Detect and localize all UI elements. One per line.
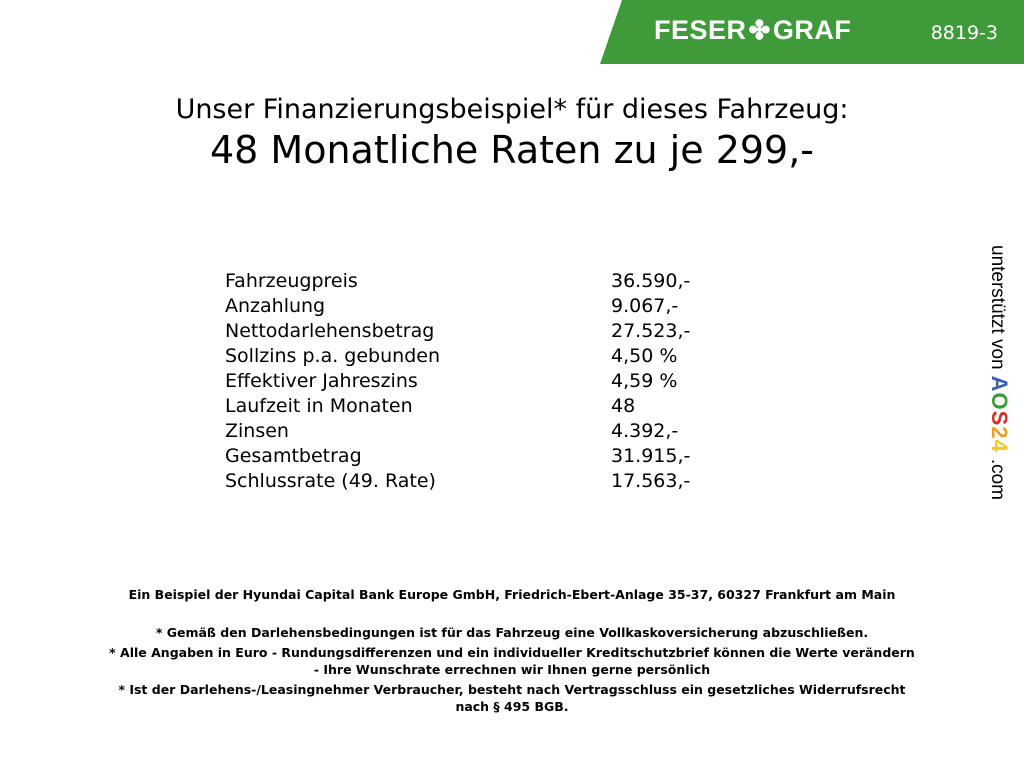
vehicle-code: 8819-3 <box>930 22 998 44</box>
supported-by-label: unterstützt von <box>987 245 1008 370</box>
bank-note: Ein Beispiel der Hyundai Capital Bank Eu… <box>128 587 896 602</box>
aos24-logo-letter: O <box>987 392 1012 411</box>
row-value: 4.392,- <box>611 420 679 442</box>
footnote-withdrawal-cont: nach § 495 BGB. <box>455 699 569 714</box>
clover-icon: ✤ <box>748 15 771 45</box>
row-label: Anzahlung <box>225 295 326 317</box>
footnote-amounts: * Alle Angaben in Euro - Rundungsdiffere… <box>109 645 915 660</box>
row-value: 27.523,- <box>611 320 691 342</box>
aos24-logo-letter: A <box>987 375 1012 393</box>
table-row: Sollzins p.a. gebunden 4,50 % <box>225 344 725 369</box>
aos24-domain: .com <box>987 458 1008 501</box>
logo-text-left: FESER <box>654 15 747 45</box>
feser-graf-logo: FESER✤GRAF <box>654 15 851 46</box>
aos24-logo: AOS24 <box>987 376 1012 453</box>
logo-text-right: GRAF <box>772 15 852 45</box>
row-label: Effektiver Jahreszins <box>225 370 418 392</box>
finance-table: Fahrzeugpreis 36.590,- Anzahlung 9.067,- Net… <box>225 269 725 494</box>
row-label: Fahrzeugpreis <box>225 270 358 292</box>
row-label: Gesamtbetrag <box>225 445 362 467</box>
row-label: Zinsen <box>225 420 289 442</box>
supported-by-aos24: unterstützt von AOS24 .com <box>986 245 1012 500</box>
row-value: 4,50 % <box>611 345 678 367</box>
table-row: Zinsen 4.392,- <box>225 419 725 444</box>
table-row: Fahrzeugpreis 36.590,- <box>225 269 725 294</box>
footnote-insurance: * Gemäß den Darlehensbedingungen ist für… <box>155 625 869 640</box>
brand-banner: FESER✤GRAF 8819-3 <box>600 0 1024 64</box>
footnote-amounts-cont: - Ihre Wunschrate errechnen wir Ihnen ge… <box>313 662 711 677</box>
row-value: 36.590,- <box>611 270 691 292</box>
table-row: Effektiver Jahreszins 4,59 % <box>225 369 725 394</box>
table-row: Gesamtbetrag 31.915,- <box>225 444 725 469</box>
row-value: 9.067,- <box>611 295 679 317</box>
row-value: 17.563,- <box>611 470 691 492</box>
table-row: Nettodarlehensbetrag 27.523,- <box>225 319 725 344</box>
row-label: Nettodarlehensbetrag <box>225 320 435 342</box>
footnote-withdrawal: * Ist der Darlehens-/Leasingnehmer Verbr… <box>118 682 906 697</box>
table-row: Schlussrate (49. Rate) 17.563,- <box>225 469 725 494</box>
row-value: 4,59 % <box>611 370 678 392</box>
row-value: 48 <box>611 395 636 417</box>
table-row: Anzahlung 9.067,- <box>225 294 725 319</box>
aos24-logo-letter: S <box>987 410 1012 427</box>
row-value: 31.915,- <box>611 445 691 467</box>
aos24-logo-letter: 2 <box>987 426 1012 440</box>
monthly-rate-headline: 48 Monatliche Raten zu je 299,- <box>209 128 815 172</box>
row-label: Sollzins p.a. gebunden <box>225 345 440 367</box>
table-row: Laufzeit in Monaten 48 <box>225 394 725 419</box>
row-label: Schlussrate (49. Rate) <box>225 470 436 492</box>
page-title: Unser Finanzierungsbeispiel* für dieses … <box>175 94 849 125</box>
aos24-logo-letter: 4 <box>987 439 1012 453</box>
row-label: Laufzeit in Monaten <box>225 395 413 417</box>
